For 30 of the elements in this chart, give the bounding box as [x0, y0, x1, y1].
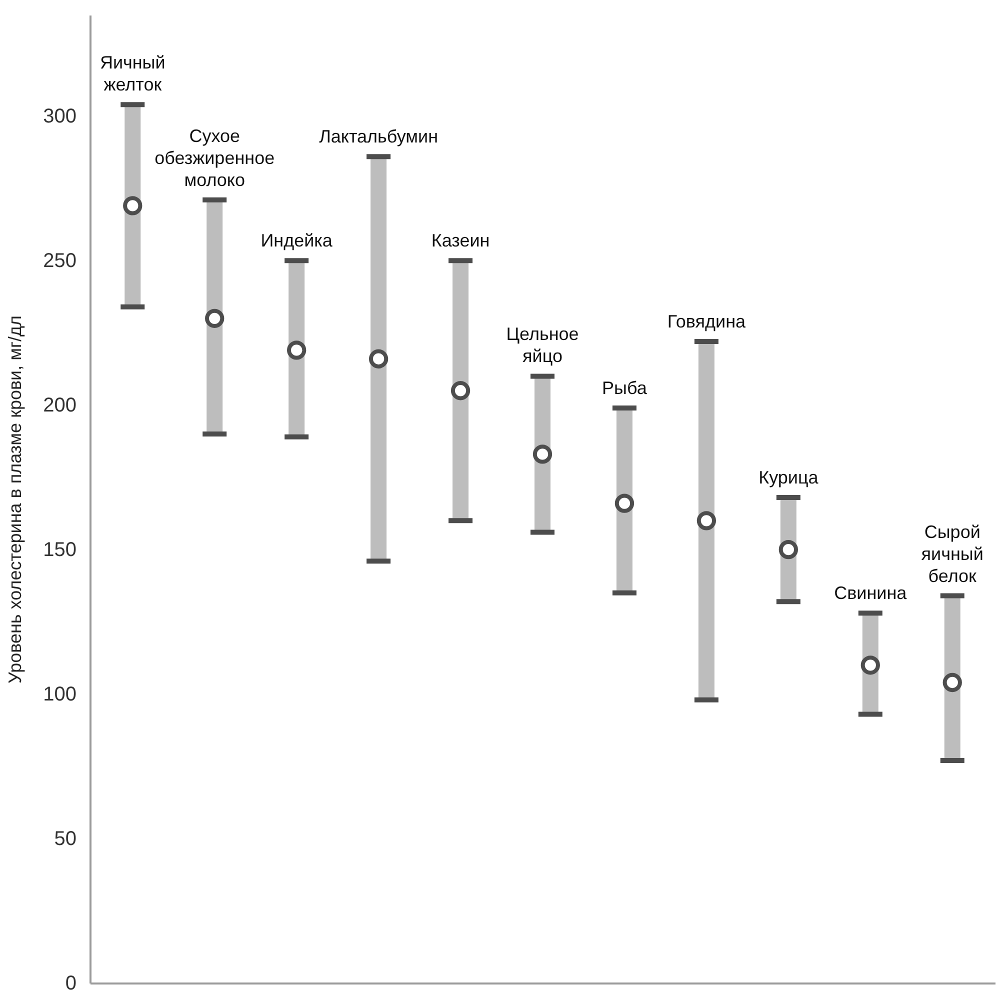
y-tick-label: 250	[43, 250, 76, 272]
x-tick-label: Говядина	[667, 312, 747, 332]
point	[860, 656, 880, 675]
category-label: Сырой яичный белок	[921, 522, 984, 586]
point	[696, 511, 716, 530]
point	[450, 381, 470, 400]
y-tick-label: 300	[43, 106, 76, 128]
y-tick-label: 0	[65, 972, 76, 994]
x-tick-label: Курица	[758, 468, 820, 488]
category-label: Цельное яйцо	[506, 324, 579, 366]
point	[614, 494, 634, 513]
y-tick-label: 50	[54, 828, 76, 850]
point	[942, 672, 962, 692]
point	[286, 340, 306, 360]
x-tick-label: Индейка	[260, 230, 334, 251]
category-label: Сухое обезжиренное молоко	[154, 126, 275, 190]
y-tick-label: 150	[43, 539, 76, 562]
x-tick-label: Казеин	[431, 230, 490, 251]
y-tick-label: 100	[43, 684, 76, 706]
x-tick-label: Свинина	[834, 583, 908, 604]
x-tick-label: Лактальбумин	[319, 126, 438, 147]
y-axis-title: Уровень холестерина в плазме крови, мг/дл	[5, 315, 26, 684]
point	[368, 349, 388, 368]
point	[205, 308, 224, 328]
category-label: Яичный желток	[100, 52, 166, 95]
point	[532, 444, 552, 464]
point	[778, 540, 798, 560]
point	[123, 196, 142, 216]
y-tick-label: 200	[43, 394, 76, 417]
x-tick-label: Рыба	[602, 378, 648, 398]
